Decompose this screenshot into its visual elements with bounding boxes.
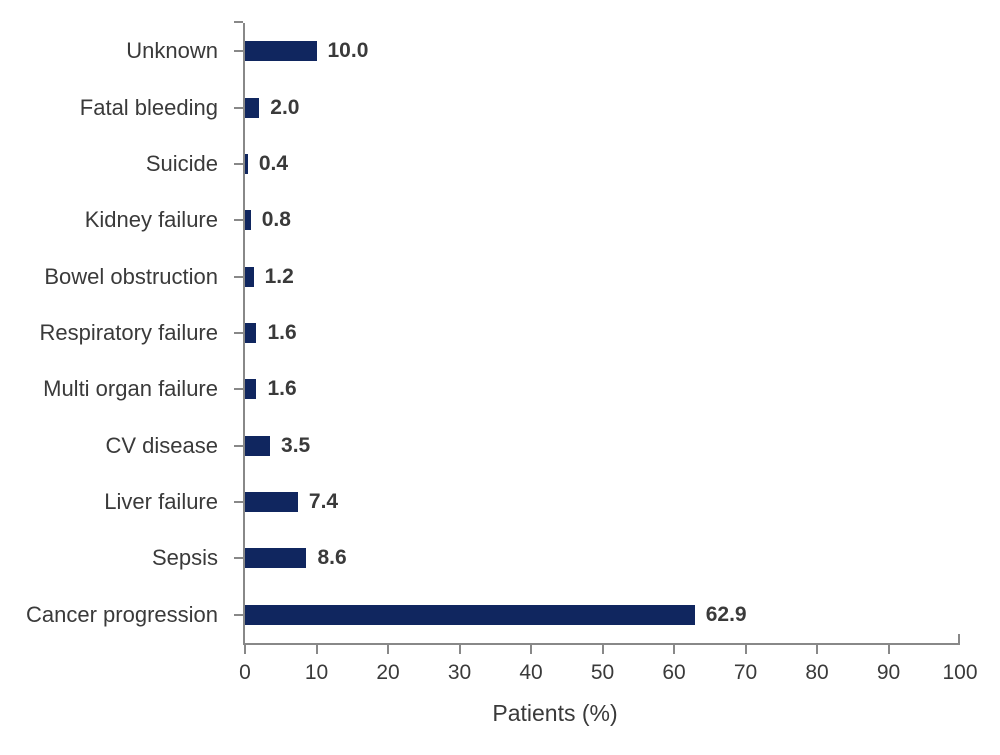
x-tick-label: 0 — [239, 661, 251, 684]
category-label: Kidney failure — [84, 207, 218, 233]
bar-value-label: 1.6 — [267, 377, 297, 401]
x-tick-label: 80 — [805, 661, 829, 684]
y-axis-top-tick — [234, 21, 243, 23]
bar — [245, 604, 695, 625]
category-label: Unknown — [126, 38, 218, 64]
x-tick — [387, 645, 389, 654]
y-tick — [234, 557, 243, 560]
category-label: Multi organ failure — [43, 376, 218, 402]
x-axis-end-tick — [958, 634, 960, 643]
bar — [245, 435, 271, 456]
x-tick-label: 30 — [447, 661, 472, 684]
y-tick — [234, 444, 243, 447]
x-tick-label: 40 — [519, 661, 543, 684]
bar — [245, 41, 317, 62]
bar — [245, 379, 257, 400]
y-tick — [234, 50, 243, 53]
x-tick — [244, 645, 246, 654]
x-tick — [458, 645, 461, 654]
bar-value-label: 7.4 — [308, 490, 339, 514]
y-tick — [234, 388, 243, 391]
x-tick-label: 20 — [376, 661, 400, 684]
x-tick-label: 50 — [590, 661, 615, 684]
bar — [245, 266, 254, 287]
bar — [245, 548, 307, 569]
x-tick — [315, 645, 318, 654]
y-tick — [234, 332, 243, 334]
category-label: CV disease — [105, 432, 218, 458]
category-label: Fatal bleeding — [79, 94, 218, 120]
x-tick — [673, 645, 675, 654]
bar-value-label: 62.9 — [705, 602, 747, 626]
category-labels-layer: Unknown Fatal bleeding Suicide Kidney failu… — [0, 0, 218, 755]
x-tick — [816, 645, 818, 654]
bar-value-label: 2.0 — [270, 95, 300, 119]
x-tick — [601, 645, 604, 654]
plot-area: 10.0 2.0 0.4 0.8 1.2 1.6 1.6 3.5 7.4 8.6 62.9 0 10 2… — [234, 21, 978, 683]
category-label: Cancer progression — [26, 601, 218, 627]
x-tick-label: 90 — [876, 661, 901, 684]
bar — [245, 492, 298, 513]
bar-value-label: 3.5 — [281, 433, 311, 457]
category-label: Bowel obstruction — [44, 263, 218, 289]
category-label: Respiratory failure — [39, 320, 218, 345]
bar-value-label: 0.4 — [258, 151, 289, 175]
bar — [245, 153, 248, 174]
y-tick — [234, 162, 243, 165]
x-tick-label: 10 — [304, 661, 329, 684]
category-label: Liver failure — [104, 489, 218, 515]
category-label: Sepsis — [151, 545, 218, 571]
bar-value-label: 10.0 — [327, 39, 369, 63]
x-tick — [744, 645, 747, 654]
x-tick-label: 60 — [662, 661, 686, 684]
x-tick — [887, 645, 890, 654]
x-tick-label: 70 — [733, 661, 758, 684]
category-label: Suicide — [145, 150, 218, 176]
bar-value-label: 1.6 — [267, 321, 297, 344]
bar-value-label: 8.6 — [317, 546, 347, 570]
bar — [245, 210, 251, 231]
y-tick — [234, 275, 243, 278]
bar — [245, 97, 260, 118]
y-tick — [234, 501, 243, 504]
y-tick — [234, 613, 243, 616]
y-tick — [234, 106, 243, 109]
bar — [245, 323, 257, 343]
y-tick — [234, 219, 243, 222]
x-axis-title: Patients (%) — [492, 700, 618, 726]
bar-value-label: 1.2 — [264, 264, 294, 288]
bar-value-label: 0.8 — [261, 208, 291, 232]
x-tick — [530, 645, 532, 654]
x-tick-label: 100 — [942, 661, 978, 684]
